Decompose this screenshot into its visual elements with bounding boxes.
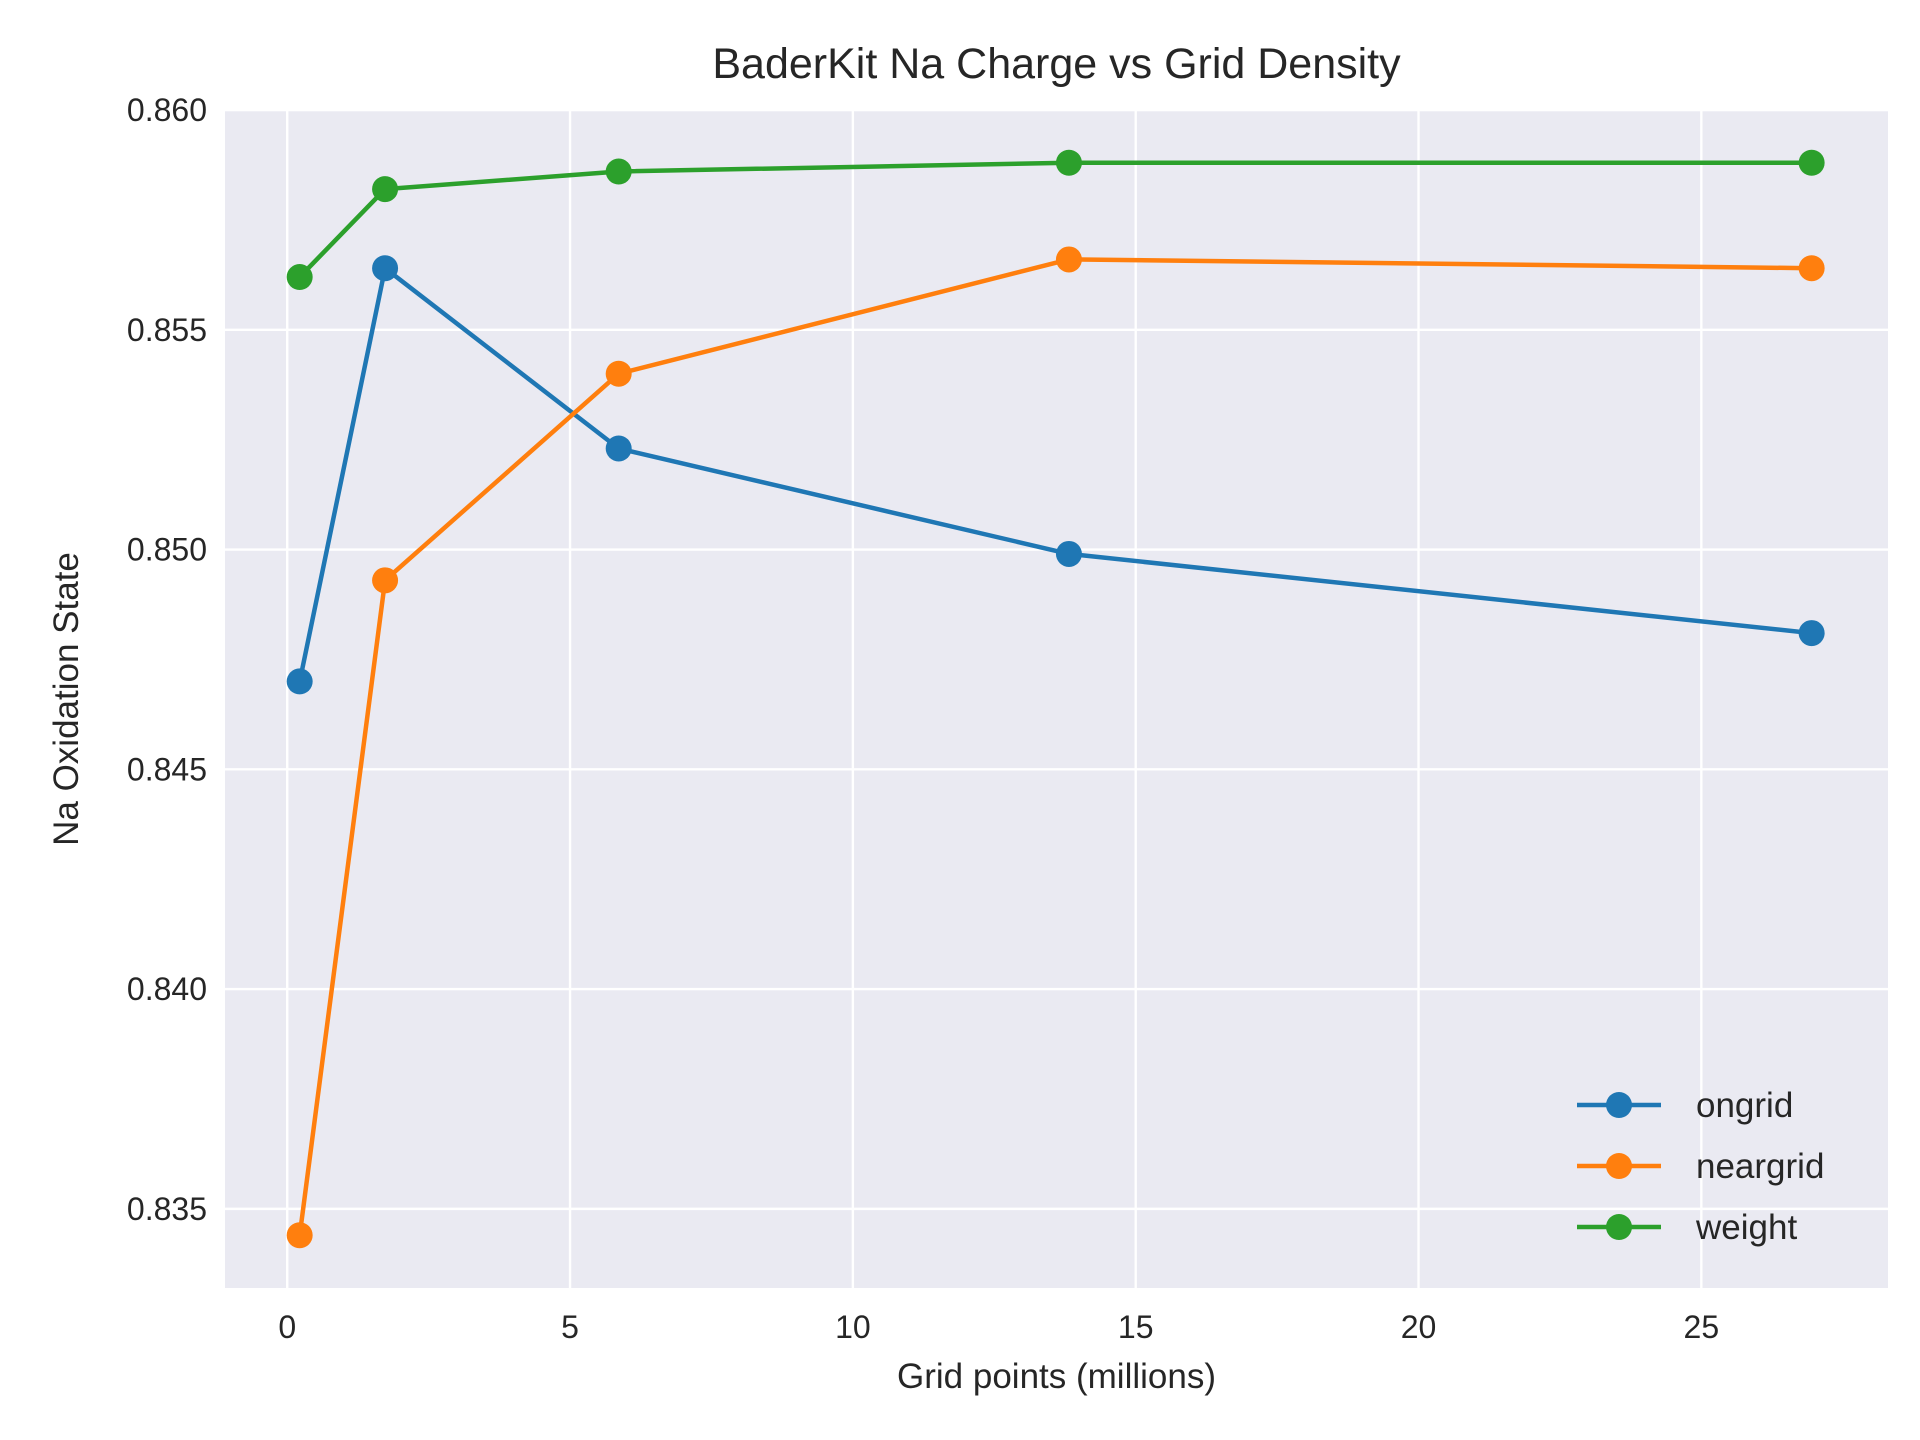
data-point-weight <box>1055 149 1082 176</box>
x-axis-label: Grid points (millions) <box>897 1357 1216 1396</box>
data-point-weight <box>372 176 399 203</box>
series-neargrid <box>286 246 1825 1249</box>
data-point-ongrid <box>1798 620 1825 647</box>
data-point-neargrid <box>605 360 632 387</box>
x-tick-label: 5 <box>561 1309 579 1345</box>
x-tick-label: 0 <box>278 1309 296 1345</box>
legend-swatch-marker <box>1606 1214 1632 1240</box>
legend-item-neargrid: neargrid <box>1577 1147 1824 1186</box>
legend-swatch-marker <box>1606 1092 1632 1118</box>
data-point-neargrid <box>1055 246 1082 273</box>
data-point-ongrid <box>372 255 399 282</box>
data-point-weight <box>286 264 313 291</box>
x-tick-label: 20 <box>1401 1309 1437 1345</box>
x-tick-labels: 0 5 10 15 20 25 <box>278 1309 1719 1345</box>
legend-label: weight <box>1695 1208 1797 1247</box>
y-axis-label: Na Oxidation State <box>47 552 86 846</box>
legend-item-weight: weight <box>1577 1208 1797 1247</box>
series-weight <box>286 149 1825 291</box>
legend-label: ongrid <box>1696 1086 1793 1125</box>
data-point-neargrid <box>372 567 399 594</box>
chart-title: BaderKit Na Charge vs Grid Density <box>712 40 1401 88</box>
data-point-ongrid <box>1055 540 1082 567</box>
y-tick-label: 0.840 <box>127 971 207 1007</box>
x-tick-label: 10 <box>835 1309 871 1345</box>
x-tick-label: 15 <box>1118 1309 1154 1345</box>
data-point-ongrid <box>605 435 632 462</box>
data-point-neargrid <box>286 1222 313 1249</box>
y-tick-label: 0.835 <box>127 1191 207 1227</box>
legend-swatch-marker <box>1606 1153 1632 1179</box>
legend: ongrid neargrid weight <box>1577 1086 1824 1247</box>
y-tick-label: 0.850 <box>127 532 207 568</box>
plot-area <box>225 110 1888 1288</box>
data-point-weight <box>605 158 632 185</box>
series-group <box>286 149 1825 1249</box>
data-point-ongrid <box>286 668 313 695</box>
y-tick-labels: 0.835 0.840 0.845 0.850 0.855 0.860 <box>127 92 207 1227</box>
series-ongrid <box>286 255 1825 695</box>
legend-label: neargrid <box>1696 1147 1824 1186</box>
data-point-neargrid <box>1798 255 1825 282</box>
data-point-weight <box>1798 149 1825 176</box>
legend-item-ongrid: ongrid <box>1577 1086 1793 1125</box>
y-tick-label: 0.845 <box>127 751 207 787</box>
y-tick-label: 0.860 <box>127 92 207 128</box>
y-tick-label: 0.855 <box>127 312 207 348</box>
x-tick-label: 25 <box>1684 1309 1720 1345</box>
